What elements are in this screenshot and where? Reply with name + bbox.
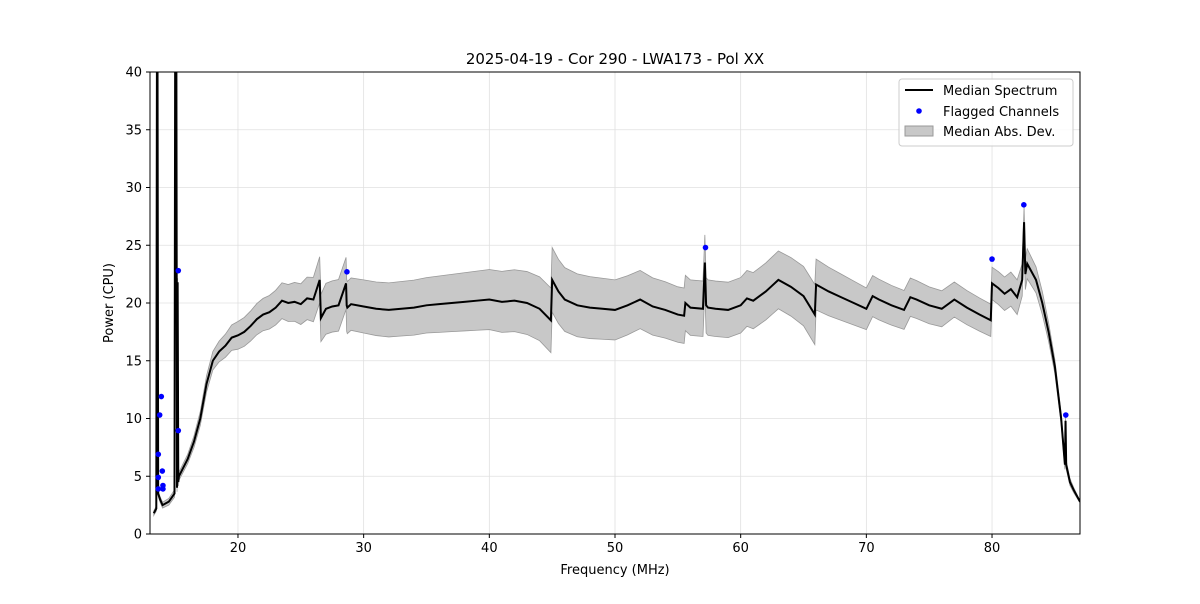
chart-title: 2025-04-19 - Cor 290 - LWA173 - Pol XX (466, 50, 764, 68)
flagged-channel-point (159, 468, 166, 474)
y-tick-label: 30 (125, 181, 142, 196)
flagged-channel-point (1062, 412, 1069, 418)
legend-median-label: Median Spectrum (943, 84, 1057, 99)
x-tick-label: 40 (481, 541, 498, 556)
x-tick-label: 70 (858, 541, 875, 556)
legend-flagged-swatch (916, 108, 922, 114)
flagged-points (155, 202, 1069, 492)
y-tick-label: 40 (125, 66, 142, 81)
flagged-channel-point (344, 269, 350, 275)
flagged-channel-point (155, 451, 162, 458)
y-axis-label: Power (CPU) (102, 263, 117, 343)
y-tick-label: 25 (125, 239, 142, 254)
y-tick-label: 10 (125, 412, 142, 427)
flagged-channel-point (156, 412, 163, 418)
median-line (152, 72, 1080, 514)
flagged-channel-point (175, 427, 182, 434)
x-axis-label: Frequency (MHz) (560, 563, 669, 578)
y-tick-label: 15 (125, 354, 142, 369)
median-spectrum-line (152, 72, 1080, 514)
x-tick-label: 80 (984, 541, 1001, 556)
flagged-channel-point (158, 393, 165, 400)
flagged-channel-point (155, 474, 162, 481)
flagged-channel-point (1021, 202, 1027, 208)
flagged-channel-point (155, 486, 162, 492)
flagged-channel-point (175, 267, 182, 274)
x-tick-label: 60 (732, 541, 749, 556)
legend-flagged-label: Flagged Channels (943, 105, 1059, 120)
legend-box (898, 78, 1074, 147)
flagged-channel-point (160, 486, 166, 492)
ticks: 20 30 40 50 60 70 80 0 5 10 15 20 25 30 35 40 (125, 66, 1000, 557)
x-tick-label: 30 (355, 541, 372, 556)
y-tick-label: 5 (134, 470, 142, 485)
legend-mad-swatch (904, 125, 934, 137)
legend-mad-label: Median Abs. Dev. (943, 125, 1055, 140)
flagged-channel-point (989, 256, 995, 262)
y-tick-label: 35 (125, 123, 142, 138)
legend: Median Spectrum Flagged Channels Median … (898, 78, 1074, 147)
x-tick-label: 20 (230, 541, 247, 556)
x-tick-label: 50 (607, 541, 624, 556)
y-tick-label: 0 (134, 528, 142, 543)
mad-band (153, 72, 1080, 518)
mad-band-area (153, 72, 1080, 518)
y-tick-label: 20 (125, 297, 142, 312)
flagged-channel-point (702, 244, 709, 251)
